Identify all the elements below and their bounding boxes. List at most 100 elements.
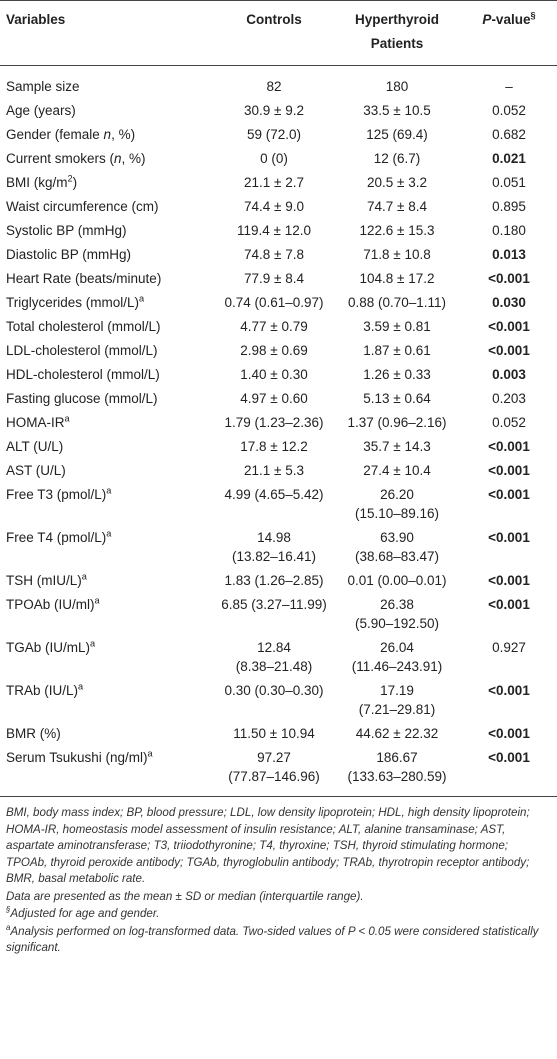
- table-row: Age (years) 30.9 ± 9.2 33.5 ± 10.5 0.052: [0, 98, 557, 122]
- text: 125 (69.4): [366, 127, 428, 142]
- text: (11.46–243.91): [351, 659, 443, 674]
- table-cell: <0.001: [461, 434, 557, 458]
- text: n: [103, 127, 112, 142]
- text: HDL-cholesterol (mmol/L): [6, 367, 160, 382]
- table-body: Sample size 82 180 – Age (years) 30.9 ± 9.2 33…: [0, 66, 557, 797]
- table-cell: 2.98 ± 0.69: [215, 338, 333, 362]
- text: Waist circumference (cm): [6, 199, 159, 214]
- table-cell: 82: [215, 66, 333, 99]
- text: <0.001: [488, 319, 530, 334]
- text: 186.67: [376, 750, 418, 765]
- text: 0.74 (0.61–0.97): [224, 295, 324, 310]
- text: TPOAb (IU/ml): [6, 597, 95, 612]
- table-row: LDL-cholesterol (mmol/L) 2.98 ± 0.69 1.87 …: [0, 338, 557, 362]
- table-cell: ALT (U/L): [0, 434, 215, 458]
- table-cell: 122.6 ± 15.3: [333, 218, 461, 242]
- text: 0.30 (0.30–0.30): [224, 683, 324, 698]
- table-cell: 1.40 ± 0.30: [215, 362, 333, 386]
- text: BMR (%): [6, 726, 61, 741]
- text: 180: [385, 79, 409, 94]
- footnote: §Adjusted for age and gender.: [6, 906, 551, 923]
- text: 21.1 ± 5.3: [244, 463, 304, 478]
- table-cell: 0.30 (0.30–0.30): [215, 678, 333, 721]
- table-cell: 0.030: [461, 290, 557, 314]
- text: 0.927: [492, 640, 526, 655]
- table-cell: TPOAb (IU/ml)a: [0, 592, 215, 635]
- table-cell: TGAb (IU/mL)a: [0, 635, 215, 678]
- text: Age (years): [6, 103, 76, 118]
- text: 11.50 ± 10.94: [233, 726, 315, 741]
- table-row: Free T4 (pmol/L)a 14.98 (13.82–16.41) 63.90…: [0, 525, 557, 568]
- text: 14.98: [257, 530, 291, 545]
- text: Triglycerides (mmol/L): [6, 295, 140, 310]
- table-cell: 71.8 ± 10.8: [333, 242, 461, 266]
- text: 1.37 (0.96–2.16): [347, 415, 447, 430]
- text: 17.8 ± 12.2: [240, 439, 308, 454]
- table-cell: 104.8 ± 17.2: [333, 266, 461, 290]
- text: (15.10–89.16): [354, 506, 440, 521]
- table-cell: <0.001: [461, 745, 557, 797]
- data-table: Variables Controls Hyperthyroid Patients P-v…: [0, 0, 557, 797]
- table-cell: Systolic BP (mmHg): [0, 218, 215, 242]
- text: 0.052: [492, 103, 526, 118]
- table-row: Total cholesterol (mmol/L) 4.77 ± 0.79 3.5…: [0, 314, 557, 338]
- text: P: [482, 12, 492, 27]
- table-cell: 20.5 ± 3.2: [333, 170, 461, 194]
- text: 0.052: [492, 415, 526, 430]
- table-cell: 30.9 ± 9.2: [215, 98, 333, 122]
- table-cell: 21.1 ± 2.7: [215, 170, 333, 194]
- text: 71.8 ± 10.8: [363, 247, 431, 262]
- table-cell: Triglycerides (mmol/L)a: [0, 290, 215, 314]
- text: 59 (72.0): [246, 127, 302, 142]
- header-row: Variables Controls Hyperthyroid Patients P-v…: [0, 0, 557, 66]
- table-cell: 3.59 ± 0.81: [333, 314, 461, 338]
- text: <0.001: [488, 463, 530, 478]
- table-cell: Diastolic BP (mmHg): [0, 242, 215, 266]
- text: BMI (kg/m: [6, 175, 68, 190]
- text: 5.13 ± 0.64: [363, 391, 431, 406]
- table-cell: 0.180: [461, 218, 557, 242]
- text: 12 (6.7): [373, 151, 421, 166]
- table-row: Fasting glucose (mmol/L) 4.97 ± 0.60 5.13 …: [0, 386, 557, 410]
- table-cell: <0.001: [461, 592, 557, 635]
- table-cell: 59 (72.0): [215, 122, 333, 146]
- table-cell: <0.001: [461, 525, 557, 568]
- text: 0.013: [492, 247, 526, 262]
- text: Gender (female: [6, 127, 104, 142]
- text: Total cholesterol (mmol/L): [6, 319, 161, 334]
- text: TRAb (IU/L): [6, 683, 79, 698]
- table-cell: BMI (kg/m2): [0, 170, 215, 194]
- table-cell: 44.62 ± 22.32: [333, 721, 461, 745]
- text: 119.4 ± 12.0: [237, 223, 311, 238]
- table-cell: HDL-cholesterol (mmol/L): [0, 362, 215, 386]
- header-cell: Variables: [0, 0, 215, 66]
- table-cell: TSH (mIU/L)a: [0, 568, 215, 592]
- text: Data are presented as the mean ± SD or m…: [6, 889, 364, 903]
- text: 1.40 ± 0.30: [240, 367, 308, 382]
- table-cell: <0.001: [461, 721, 557, 745]
- table-cell: <0.001: [461, 568, 557, 592]
- table-cell: <0.001: [461, 338, 557, 362]
- table-cell: 74.4 ± 9.0: [215, 194, 333, 218]
- table-cell: Waist circumference (cm): [0, 194, 215, 218]
- footnote: aAnalysis performed on log-transformed d…: [6, 923, 551, 957]
- text: 1.79 (1.23–2.36): [224, 415, 324, 430]
- table-cell: BMR (%): [0, 721, 215, 745]
- text: (7.21–29.81): [358, 702, 436, 717]
- text: Fasting glucose (mmol/L): [6, 391, 158, 406]
- text: <0.001: [488, 597, 530, 612]
- text: 74.7 ± 8.4: [367, 199, 427, 214]
- table-row: TGAb (IU/mL)a 12.84 (8.38–21.48) 26.04 (11.4…: [0, 635, 557, 678]
- table-cell: 4.99 (4.65–5.42): [215, 482, 333, 525]
- text: -value: [491, 12, 531, 27]
- table-header: Variables Controls Hyperthyroid Patients P-v…: [0, 0, 557, 66]
- text: ): [72, 175, 78, 190]
- table-row: Sample size 82 180 –: [0, 66, 557, 99]
- text: 74.4 ± 9.0: [244, 199, 304, 214]
- text: <0.001: [488, 343, 530, 358]
- table-cell: AST (U/L): [0, 458, 215, 482]
- table-cell: Fasting glucose (mmol/L): [0, 386, 215, 410]
- text: 0.895: [492, 199, 526, 214]
- table-cell: <0.001: [461, 266, 557, 290]
